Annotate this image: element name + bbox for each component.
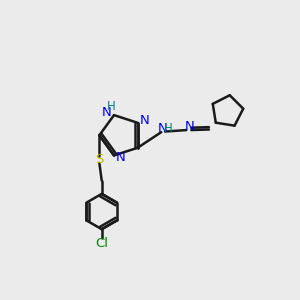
Text: H: H <box>107 100 116 113</box>
Text: N: N <box>116 151 125 164</box>
Text: N: N <box>102 106 112 119</box>
Text: H: H <box>164 122 173 134</box>
Text: N: N <box>139 114 149 127</box>
Text: Cl: Cl <box>95 236 108 250</box>
Text: N: N <box>185 120 195 133</box>
Text: N: N <box>158 122 168 134</box>
Text: S: S <box>95 153 103 166</box>
